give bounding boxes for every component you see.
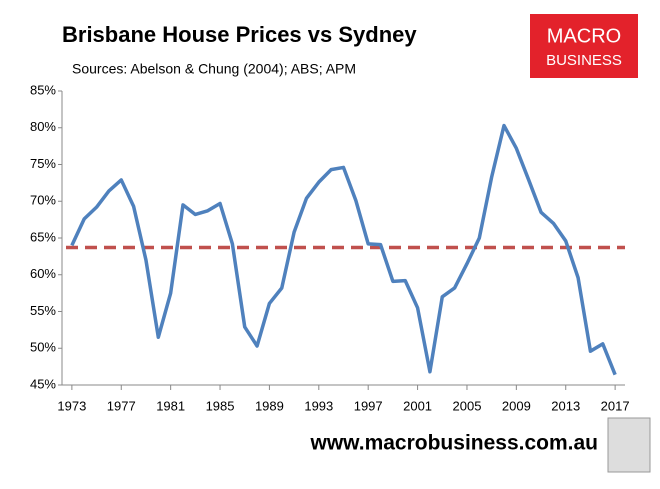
x-tick-label: 1993: [304, 398, 333, 413]
x-tick-label: 1997: [354, 398, 383, 413]
y-tick-label: 60%: [30, 266, 56, 281]
x-tick-label: 2017: [601, 398, 630, 413]
y-tick-label: 45%: [30, 376, 56, 391]
x-tick-label: 1989: [255, 398, 284, 413]
logo-text: MACRO: [547, 25, 621, 47]
logo-box: [530, 14, 638, 78]
data-line: [70, 123, 617, 376]
x-tick-label: 1985: [206, 398, 235, 413]
y-tick-label: 75%: [30, 156, 56, 171]
x-tick-label: 1973: [57, 398, 86, 413]
wolf-icon: [607, 417, 651, 473]
chart-title: Brisbane House Prices vs Sydney: [62, 22, 417, 47]
y-tick-label: 50%: [30, 340, 56, 355]
x-tick-label: 2005: [453, 398, 482, 413]
x-tick-label: 2001: [403, 398, 432, 413]
footer: www.macrobusiness.com.au: [310, 432, 598, 455]
y-tick-label: 55%: [30, 303, 56, 318]
y-tick-label: 80%: [30, 119, 56, 134]
y-tick-label: 65%: [30, 229, 56, 244]
x-tick-label: 1981: [156, 398, 185, 413]
y-tick-label: 70%: [30, 193, 56, 208]
x-tick-label: 2009: [502, 398, 531, 413]
x-tick-label: 2013: [551, 398, 580, 413]
chart-subtitle: Sources: Abelson & Chung (2004); ABS; AP…: [72, 61, 356, 77]
x-tick-label: 1977: [107, 398, 136, 413]
y-tick-label: 85%: [30, 82, 56, 97]
logo-text: BUSINESS: [546, 52, 622, 69]
